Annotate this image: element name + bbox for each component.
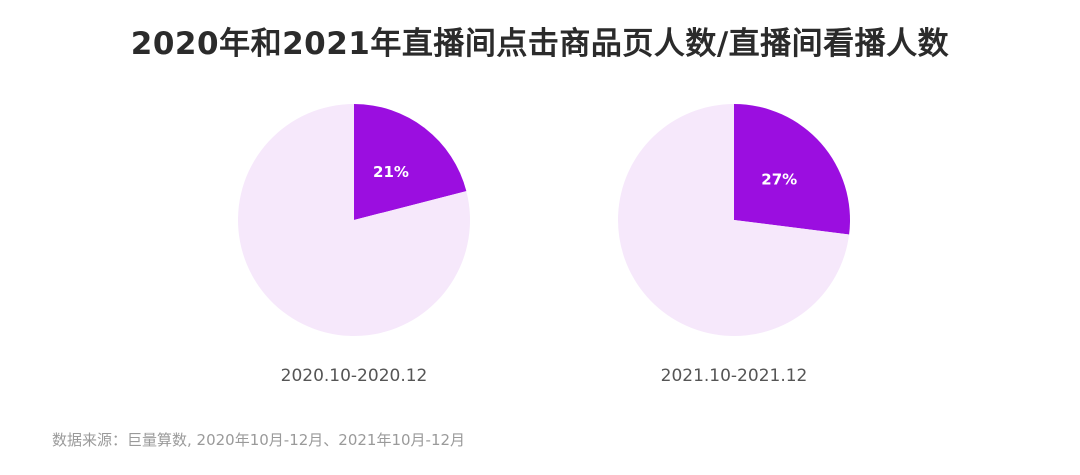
period-label-2021: 2021.10-2021.12 bbox=[660, 366, 808, 386]
pie-chart-2020: 21% bbox=[238, 104, 471, 336]
pie-slice-2021-1 bbox=[618, 104, 850, 336]
pie-slice-2020-1 bbox=[238, 104, 471, 336]
data-label-2021: 27% bbox=[761, 171, 797, 189]
pie-slice-2021-0 bbox=[734, 104, 851, 235]
period-label-2020: 2020.10-2020.12 bbox=[280, 366, 428, 386]
pie-chart-2021: 27% bbox=[618, 104, 851, 336]
chart-title: 2020年和2021年直播间点击商品页人数/直播间看播人数 bbox=[130, 26, 950, 62]
data-label-2020: 21% bbox=[373, 163, 409, 181]
pie-slice-2020-0 bbox=[354, 104, 467, 220]
source-note: 数据来源：巨量算数, 2020年10月-12月、2021年10月-12月 bbox=[52, 431, 466, 449]
